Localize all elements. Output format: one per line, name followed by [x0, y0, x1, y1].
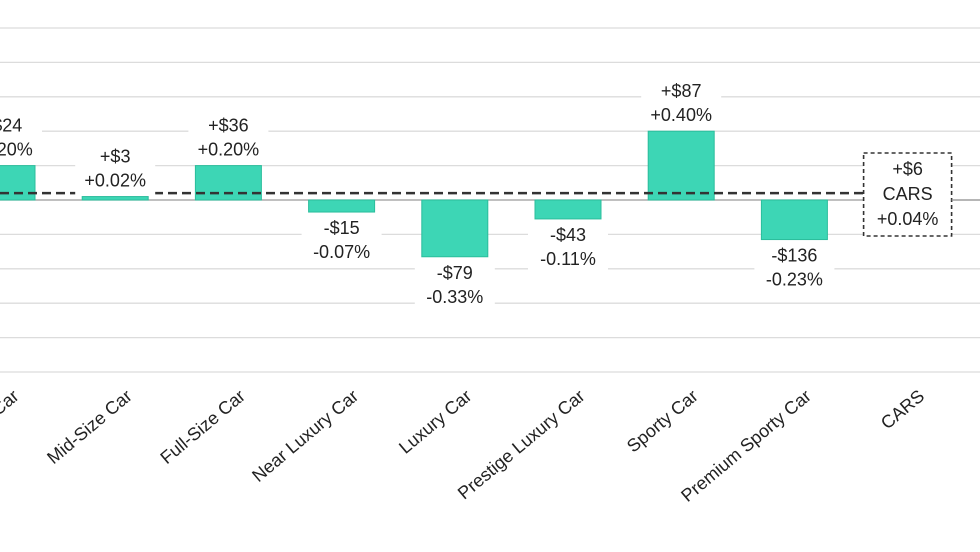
- bar: [534, 199, 602, 220]
- x-tick-label: Full-Size Car: [156, 386, 249, 468]
- pct-label: -0.07%: [313, 242, 370, 262]
- bar: [760, 199, 828, 241]
- data-label: +$24 +0.20%: [0, 113, 42, 164]
- total-label-box: +$6 CARS +0.04%: [862, 152, 953, 237]
- data-label: +$3 +0.02%: [75, 144, 156, 195]
- pct-label: +0.40%: [650, 105, 712, 125]
- total-name-label: CARS: [883, 184, 933, 204]
- x-tick-label: Prestige Luxury Car: [454, 386, 589, 504]
- data-label: +$87 +0.40%: [641, 79, 722, 130]
- pct-label: +0.02%: [84, 171, 146, 191]
- dollar-label: -$79: [437, 263, 473, 283]
- pct-label: +0.20%: [0, 140, 33, 160]
- bar: [81, 196, 149, 201]
- dollar-label: +$3: [100, 147, 131, 167]
- dollar-label: -$43: [550, 225, 586, 245]
- pct-label: -0.23%: [766, 270, 823, 290]
- x-tick-label: Mid-Size Car: [43, 386, 136, 468]
- bar: [308, 199, 376, 213]
- total-pct-label: +0.04%: [877, 209, 939, 229]
- data-label: +$36 +0.20%: [188, 113, 269, 164]
- dollar-label: +$87: [661, 81, 702, 101]
- pct-label: -0.11%: [540, 249, 596, 269]
- dollar-label: -$136: [771, 246, 817, 266]
- x-tick-label: Sporty Car: [623, 386, 702, 457]
- x-tick-label: Compact Car: [0, 386, 23, 469]
- x-tick-label: CARS: [877, 386, 928, 433]
- gridlines: [0, 27, 980, 373]
- bar: [194, 165, 262, 201]
- dollar-label: +$24: [0, 116, 22, 136]
- pct-label: -0.33%: [426, 287, 483, 307]
- dollar-label: +$36: [208, 116, 249, 136]
- x-tick-label: Luxury Car: [395, 386, 475, 458]
- total-dollar-label: +$6: [892, 159, 923, 179]
- bar: [647, 130, 715, 201]
- x-tick-label: Near Luxury Car: [248, 386, 362, 486]
- data-label: -$15 -0.07%: [301, 216, 382, 267]
- data-labels: +$24+0.20%+$3+0.02%+$36+0.20%-$15-0.07%-…: [0, 79, 953, 311]
- dollar-label: -$15: [324, 218, 360, 238]
- data-label: -$43 -0.11%: [528, 222, 608, 273]
- bar: [0, 165, 36, 201]
- data-label: -$79 -0.33%: [414, 260, 495, 311]
- data-label: -$136 -0.23%: [754, 243, 835, 294]
- bar: [421, 199, 489, 258]
- pct-label: +0.20%: [198, 140, 260, 160]
